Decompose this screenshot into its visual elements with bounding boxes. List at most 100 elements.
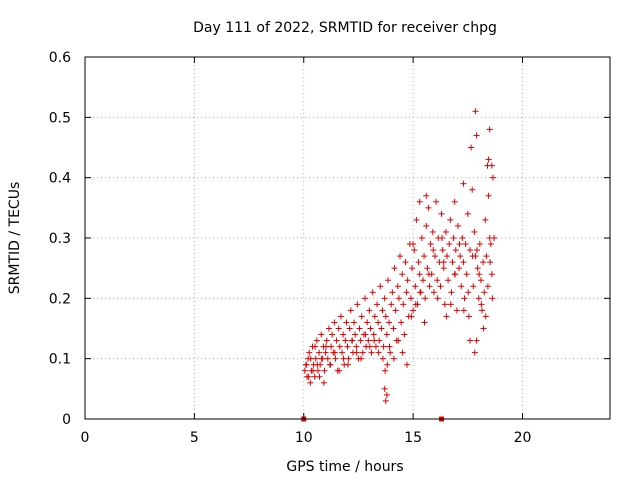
data-point <box>312 343 319 350</box>
data-point <box>452 247 459 254</box>
data-point <box>390 355 397 362</box>
data-point <box>474 265 481 272</box>
data-point <box>469 186 476 193</box>
data-point <box>475 295 482 302</box>
data-point <box>303 361 310 368</box>
data-point <box>384 277 391 284</box>
data-point <box>345 355 352 362</box>
data-point <box>472 108 479 115</box>
data-point <box>397 253 403 260</box>
data-point <box>307 355 314 362</box>
data-point <box>456 241 463 248</box>
y-tick-label: 0 <box>62 412 71 428</box>
data-point <box>378 325 385 332</box>
data-point <box>413 216 420 223</box>
data-point <box>483 253 490 260</box>
data-point <box>453 307 460 314</box>
data-point <box>395 337 402 344</box>
data-point <box>485 192 492 199</box>
data-point <box>461 295 468 302</box>
y-tick-label: 0.3 <box>49 231 71 247</box>
data-point <box>440 265 447 272</box>
data-point <box>337 313 344 320</box>
data-point <box>399 349 406 356</box>
data-point <box>325 325 332 332</box>
data-point <box>312 355 319 362</box>
data-point <box>353 343 360 350</box>
data-point <box>410 241 417 248</box>
data-point <box>409 265 416 272</box>
y-tick-label: 0.4 <box>49 171 71 187</box>
data-point <box>364 319 371 326</box>
data-point <box>467 247 473 254</box>
data-point <box>351 319 358 326</box>
data-point <box>487 259 494 266</box>
y-tick-label: 0.2 <box>49 291 71 307</box>
data-point <box>447 216 454 223</box>
data-point <box>402 259 409 266</box>
data-point <box>349 337 356 344</box>
data-point <box>383 331 390 338</box>
data-point <box>437 283 444 290</box>
data-point <box>339 349 346 356</box>
data-points <box>301 108 498 422</box>
data-point <box>398 319 405 326</box>
data-point <box>448 289 455 296</box>
data-point <box>480 325 487 332</box>
data-point <box>368 349 375 356</box>
data-point <box>421 253 428 260</box>
data-point <box>478 301 485 308</box>
data-point <box>301 367 308 374</box>
x-axis-label: GPS time / hours <box>286 459 403 475</box>
data-point <box>306 349 313 356</box>
data-point <box>404 277 411 284</box>
data-point <box>441 301 448 308</box>
data-point <box>410 307 417 314</box>
data-point <box>470 283 477 290</box>
data-point <box>314 367 321 374</box>
data-point <box>336 343 343 350</box>
data-point <box>439 247 446 254</box>
data-point <box>465 289 472 296</box>
data-point <box>429 228 436 235</box>
data-point <box>417 289 424 296</box>
data-point <box>446 241 453 248</box>
data-point <box>473 337 480 344</box>
data-point <box>331 349 338 356</box>
data-point <box>412 301 419 308</box>
data-point <box>375 319 382 326</box>
data-point <box>482 313 489 320</box>
data-point <box>347 307 354 314</box>
x-tick-label: 15 <box>404 430 422 446</box>
data-point <box>488 271 495 278</box>
data-point <box>424 265 431 272</box>
data-point <box>477 277 484 284</box>
data-point <box>372 343 379 350</box>
data-point <box>451 198 458 205</box>
data-point <box>382 367 389 374</box>
data-point <box>464 210 471 217</box>
data-point <box>377 283 384 290</box>
data-point <box>425 271 432 278</box>
data-point <box>318 331 325 338</box>
data-point <box>418 235 425 241</box>
data-point <box>487 241 494 248</box>
data-point <box>460 307 467 314</box>
x-tick-label: 10 <box>295 430 313 446</box>
data-point <box>416 271 423 278</box>
data-point <box>457 253 464 260</box>
data-point <box>467 337 473 344</box>
data-point <box>391 265 398 272</box>
data-point <box>359 349 366 356</box>
data-point <box>342 337 349 344</box>
data-point <box>383 391 390 398</box>
data-point <box>476 241 483 248</box>
data-point <box>307 379 314 386</box>
data-point <box>463 271 470 278</box>
chart-title: Day 111 of 2022, SRMTID for receiver chp… <box>193 20 497 36</box>
data-point <box>369 289 376 296</box>
data-point <box>432 253 438 260</box>
data-point <box>329 331 336 338</box>
data-point <box>344 343 351 350</box>
y-tick-label: 0.5 <box>49 110 71 126</box>
